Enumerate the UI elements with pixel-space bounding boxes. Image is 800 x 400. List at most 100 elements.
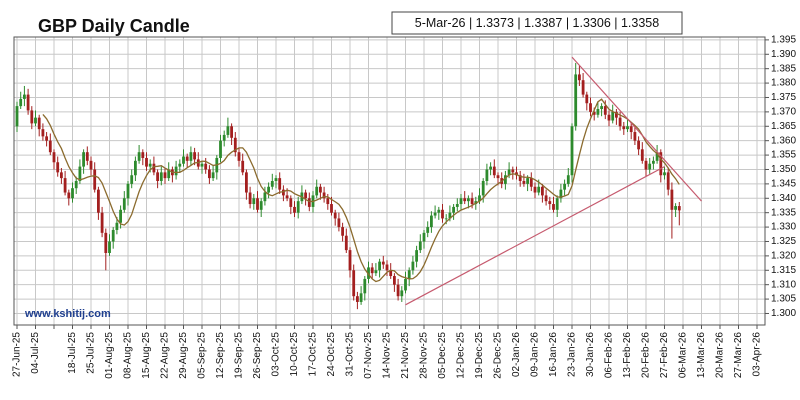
y-tick-label: 1.345 — [771, 179, 796, 190]
candle-body — [633, 132, 637, 141]
candle-body — [585, 94, 589, 104]
candle-body — [393, 276, 396, 285]
x-tick-label: 25-Jul-25 — [86, 332, 97, 374]
y-tick-label: 1.335 — [771, 207, 796, 218]
candle-body — [122, 198, 126, 210]
candle-body — [30, 110, 34, 124]
candle-body — [615, 111, 618, 118]
candle-body — [522, 181, 526, 184]
x-tick-label: 02-Jan-26 — [511, 332, 522, 377]
candle-body — [511, 169, 515, 173]
candle-body — [507, 169, 511, 176]
candle-body — [326, 198, 330, 205]
candle-body — [222, 134, 226, 141]
x-tick-label: 20-Mar-26 — [715, 332, 726, 379]
candle-body — [278, 178, 282, 190]
candle-body — [566, 175, 570, 184]
candle-body — [26, 94, 30, 111]
candle-body — [304, 192, 307, 199]
candle-body — [152, 163, 156, 173]
x-tick-label: 05-Dec-25 — [437, 332, 448, 379]
x-tick-label: 28-Nov-25 — [419, 332, 430, 379]
x-tick-label: 19-Dec-25 — [474, 332, 485, 379]
candle-body — [245, 172, 248, 193]
candle-body — [148, 163, 152, 167]
candle-body — [526, 178, 529, 184]
y-tick-label: 1.370 — [771, 107, 796, 118]
candle-body — [381, 261, 385, 265]
y-tick-label: 1.305 — [771, 294, 796, 305]
candle-body — [307, 198, 311, 207]
candle-body — [167, 169, 171, 179]
candle-body — [159, 172, 163, 181]
candle-body — [119, 209, 122, 223]
candle-body — [259, 201, 263, 210]
x-tick-label: 30-Jan-26 — [585, 332, 596, 377]
candle-body — [574, 74, 578, 127]
candle-body — [41, 129, 45, 137]
candle-body — [333, 212, 337, 219]
candle-body — [367, 267, 370, 279]
y-tick-label: 1.375 — [771, 92, 796, 103]
x-tick-label: 27-Jun-25 — [12, 332, 23, 377]
x-tick-label: 10-Oct-25 — [289, 332, 300, 377]
candle-body — [19, 98, 23, 107]
candle-body — [141, 152, 145, 158]
x-tick-label: 31-Oct-25 — [345, 332, 356, 377]
x-tick-label: 27-Mar-26 — [733, 332, 744, 379]
candle-body — [208, 169, 211, 179]
candle-body — [504, 175, 507, 184]
candle-body — [541, 186, 544, 196]
candle-body — [248, 192, 252, 205]
candle-body — [337, 218, 341, 228]
x-tick-label: 05-Sep-25 — [197, 332, 208, 379]
candle-body — [56, 162, 60, 173]
candle-body — [45, 136, 48, 141]
grid — [14, 37, 769, 329]
candle-body — [285, 195, 289, 199]
y-tick-label: 1.320 — [771, 251, 796, 262]
candle-body — [626, 126, 629, 130]
x-tick-label: 23-Jan-26 — [567, 332, 578, 377]
x-tick-label: 01-Aug-25 — [104, 332, 115, 379]
candle-body — [97, 189, 100, 213]
candle-body — [611, 111, 615, 121]
candle-body — [115, 222, 119, 230]
candle-body — [319, 186, 322, 193]
x-tick-label: 04-Jul-25 — [30, 332, 41, 374]
candle-body — [492, 166, 496, 176]
x-tick-label: 26-Sep-25 — [252, 332, 263, 379]
candle-body — [126, 183, 130, 199]
candle-body — [555, 198, 559, 210]
candle-body — [282, 189, 285, 196]
y-tick-label: 1.360 — [771, 135, 796, 146]
candle-body — [463, 198, 467, 202]
candle-body — [663, 172, 666, 176]
candle-body — [293, 206, 296, 213]
candle-body — [589, 103, 592, 112]
candle-body — [655, 152, 659, 161]
plot-frame — [13, 36, 766, 326]
x-tick-label: 08-Aug-25 — [123, 332, 134, 379]
trendline — [571, 56, 702, 202]
x-tick-label: 29-Aug-25 — [178, 332, 189, 379]
candle-body — [548, 201, 552, 205]
candle-body — [163, 172, 167, 179]
candle-body — [592, 111, 596, 115]
candle-body — [145, 157, 148, 167]
candle-body — [193, 152, 196, 160]
candle-body — [370, 267, 374, 274]
candle-body — [559, 189, 563, 199]
candle-body — [137, 152, 141, 161]
y-tick-label: 1.340 — [771, 193, 796, 204]
chart-title: GBP Daily Candle — [38, 16, 190, 36]
x-tick-label: 12-Dec-25 — [456, 332, 467, 379]
candle-body — [652, 160, 655, 164]
candle-body — [63, 178, 67, 193]
candle-body — [618, 117, 622, 127]
candle-body — [478, 195, 481, 202]
candle-body — [552, 204, 555, 210]
candle-body — [226, 126, 230, 135]
info-box — [391, 11, 683, 35]
